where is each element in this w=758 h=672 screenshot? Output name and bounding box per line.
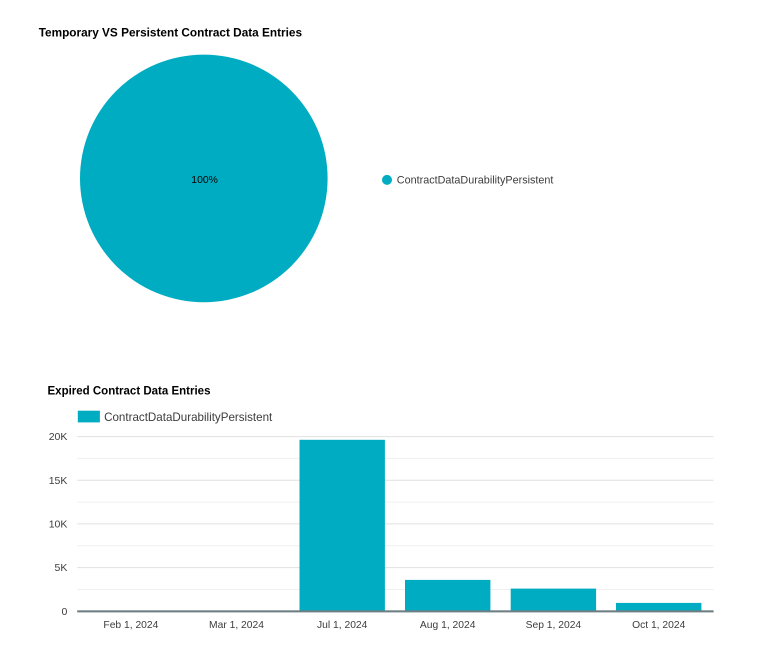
svg-text:Mar 1, 2024: Mar 1, 2024 bbox=[209, 620, 264, 631]
svg-text:Feb 1, 2024: Feb 1, 2024 bbox=[103, 620, 158, 631]
svg-text:Temporary VS Persistent Contra: Temporary VS Persistent Contract Data En… bbox=[39, 26, 303, 40]
svg-text:Sep 1, 2024: Sep 1, 2024 bbox=[526, 620, 582, 631]
svg-text:ContractDataDurabilityPersiste: ContractDataDurabilityPersistent bbox=[104, 411, 273, 424]
svg-text:20K: 20K bbox=[49, 431, 68, 443]
svg-text:100%: 100% bbox=[191, 175, 218, 186]
svg-text:Expired Contract Data Entries: Expired Contract Data Entries bbox=[48, 386, 211, 398]
svg-text:Oct 1, 2024: Oct 1, 2024 bbox=[632, 620, 686, 631]
svg-text:5K: 5K bbox=[55, 562, 68, 574]
svg-text:Aug 1, 2024: Aug 1, 2024 bbox=[420, 620, 476, 631]
svg-text:10K: 10K bbox=[49, 519, 68, 531]
svg-text:15K: 15K bbox=[49, 475, 68, 487]
svg-text:ContractDataDurabilityPersiste: ContractDataDurabilityPersistent bbox=[397, 174, 554, 186]
svg-text:0: 0 bbox=[62, 606, 68, 618]
svg-text:Jul 1, 2024: Jul 1, 2024 bbox=[317, 620, 368, 631]
